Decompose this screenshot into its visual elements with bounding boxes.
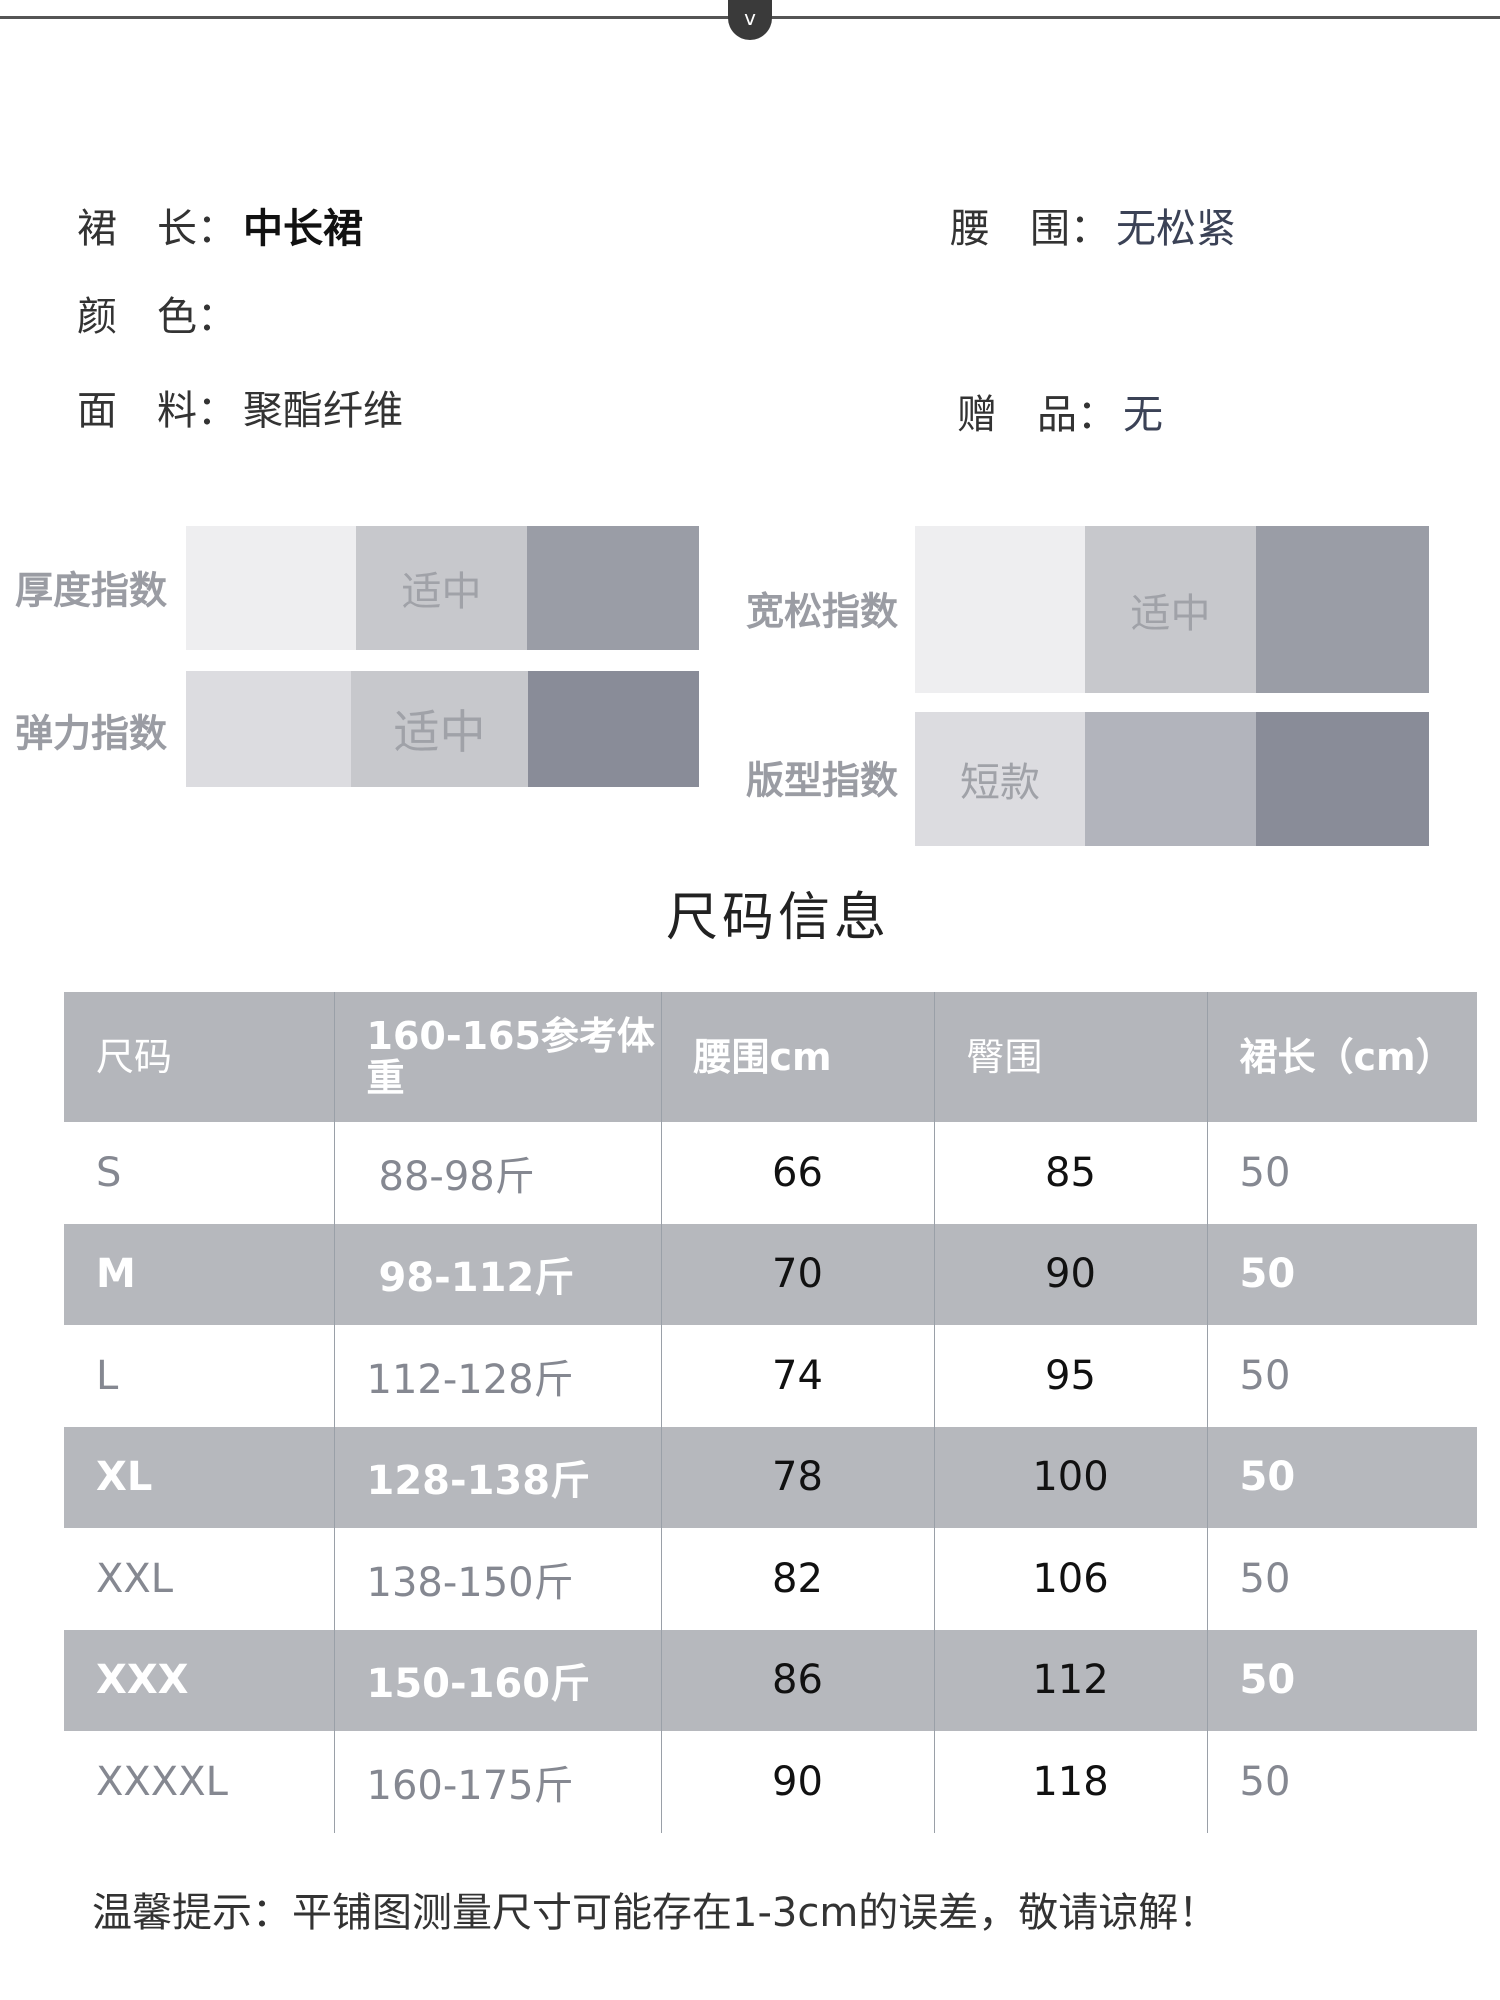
- size-table: 尺码 160-165参考体重 腰围cm 臀围 裙长（cm） S 88-98斤 66 8…: [64, 992, 1477, 1833]
- cell-waist: 66: [660, 1122, 934, 1224]
- cell-length: 50: [1206, 1528, 1477, 1630]
- index-segment: [1085, 712, 1256, 846]
- table-row: XXX 150-160斤 86 112 50: [64, 1629, 1477, 1731]
- index-segment: [915, 526, 1085, 693]
- cell-size: XXL: [64, 1528, 334, 1630]
- cell-hip: 106: [933, 1528, 1207, 1630]
- chevron-down-icon: v: [744, 6, 756, 30]
- looseness-index-bar: 适中: [915, 526, 1429, 693]
- table-row: S 88-98斤 66 85 50: [64, 1122, 1477, 1224]
- table-row: M 98-112斤 70 90 50: [64, 1223, 1477, 1325]
- cell-weight: 98-112斤: [333, 1223, 661, 1325]
- index-segment: [528, 671, 699, 787]
- attr-value: 中长裙: [243, 206, 363, 252]
- attr-fabric: 面 料： 聚酯纤维: [77, 378, 403, 436]
- attr-label: 赠 品：: [957, 392, 1117, 438]
- index-segment-selected: 适中: [351, 671, 528, 787]
- measurement-note: 温馨提示：平铺图测量尺寸可能存在1-3cm的误差，敬请谅解！: [92, 1890, 1219, 1936]
- attr-skirt-length: 裙 长： 中长裙: [77, 196, 363, 254]
- cell-size: M: [64, 1223, 334, 1325]
- index-segment: [186, 671, 351, 787]
- cell-size: XXX: [64, 1629, 334, 1731]
- size-info-title: 尺码信息: [665, 888, 890, 948]
- cell-hip: 100: [933, 1426, 1207, 1528]
- attr-value: 聚酯纤维: [243, 388, 403, 434]
- header-weight: 160-165参考体重: [333, 992, 661, 1122]
- cell-hip: 85: [933, 1122, 1207, 1224]
- index-segment: [1256, 526, 1429, 693]
- cell-waist: 78: [660, 1426, 934, 1528]
- cell-waist: 86: [660, 1629, 934, 1731]
- cell-hip: 90: [933, 1223, 1207, 1325]
- table-header-row: 尺码 160-165参考体重 腰围cm 臀围 裙长（cm）: [64, 992, 1477, 1122]
- thickness-index-bar: 适中: [186, 526, 699, 650]
- fit-index-bar: 短款: [915, 712, 1429, 846]
- header-waist: 腰围cm: [660, 992, 934, 1122]
- attr-value: 无松紧: [1116, 206, 1236, 252]
- cell-size: S: [64, 1122, 334, 1224]
- index-segment: [1256, 712, 1429, 846]
- elasticity-index-label: 弹力指数: [15, 711, 168, 756]
- attr-gift: 赠 品：无: [957, 382, 1163, 440]
- cell-waist: 90: [660, 1731, 934, 1833]
- cell-weight: 160-175斤: [333, 1731, 661, 1833]
- table-row: XL 128-138斤 78 100 50: [64, 1426, 1477, 1528]
- attr-label: 颜 色：: [77, 294, 237, 340]
- cell-waist: 74: [660, 1325, 934, 1427]
- header-size: 尺码: [64, 992, 334, 1122]
- table-row: L 112-128斤 74 95 50: [64, 1325, 1477, 1427]
- cell-length: 50: [1206, 1223, 1477, 1325]
- cell-hip: 118: [933, 1731, 1207, 1833]
- elasticity-index-bar: 适中: [186, 671, 699, 787]
- cell-weight: 138-150斤: [333, 1528, 661, 1630]
- cell-size: XL: [64, 1426, 334, 1528]
- cell-waist: 70: [660, 1223, 934, 1325]
- cell-weight: 128-138斤: [333, 1426, 661, 1528]
- attr-color: 颜 色：: [77, 284, 243, 342]
- cell-length: 50: [1206, 1122, 1477, 1224]
- cell-weight: 88-98斤: [333, 1122, 661, 1224]
- index-segment: [186, 526, 356, 650]
- cell-hip: 95: [933, 1325, 1207, 1427]
- cell-weight: 150-160斤: [333, 1629, 661, 1731]
- index-segment-selected: 适中: [1085, 526, 1256, 693]
- cell-weight: 112-128斤: [333, 1325, 661, 1427]
- index-segment-selected: 适中: [356, 526, 527, 650]
- table-row: XXXXL 160-175斤 90 118 50: [64, 1731, 1477, 1833]
- cell-length: 50: [1206, 1325, 1477, 1427]
- cell-length: 50: [1206, 1629, 1477, 1731]
- attr-label: 腰 围：: [950, 206, 1110, 252]
- thickness-index-label: 厚度指数: [15, 568, 168, 613]
- looseness-index-label: 宽松指数: [746, 589, 899, 634]
- cell-hip: 112: [933, 1629, 1207, 1731]
- attr-label: 面 料：: [77, 388, 237, 434]
- cell-size: L: [64, 1325, 334, 1427]
- fit-index-label: 版型指数: [746, 758, 899, 803]
- attr-value: 无: [1123, 392, 1163, 438]
- header-length: 裙长（cm）: [1206, 992, 1477, 1122]
- cell-length: 50: [1206, 1731, 1477, 1833]
- attr-label: 裙 长：: [77, 206, 237, 252]
- collapse-toggle[interactable]: v: [728, 0, 772, 40]
- header-hip: 臀围: [933, 992, 1207, 1122]
- table-row: XXL 138-150斤 82 106 50: [64, 1528, 1477, 1630]
- cell-length: 50: [1206, 1426, 1477, 1528]
- cell-waist: 82: [660, 1528, 934, 1630]
- index-segment-selected: 短款: [915, 712, 1085, 846]
- cell-size: XXXXL: [64, 1731, 334, 1833]
- index-segment: [527, 526, 699, 650]
- attr-waist: 腰 围： 无松紧: [950, 196, 1236, 254]
